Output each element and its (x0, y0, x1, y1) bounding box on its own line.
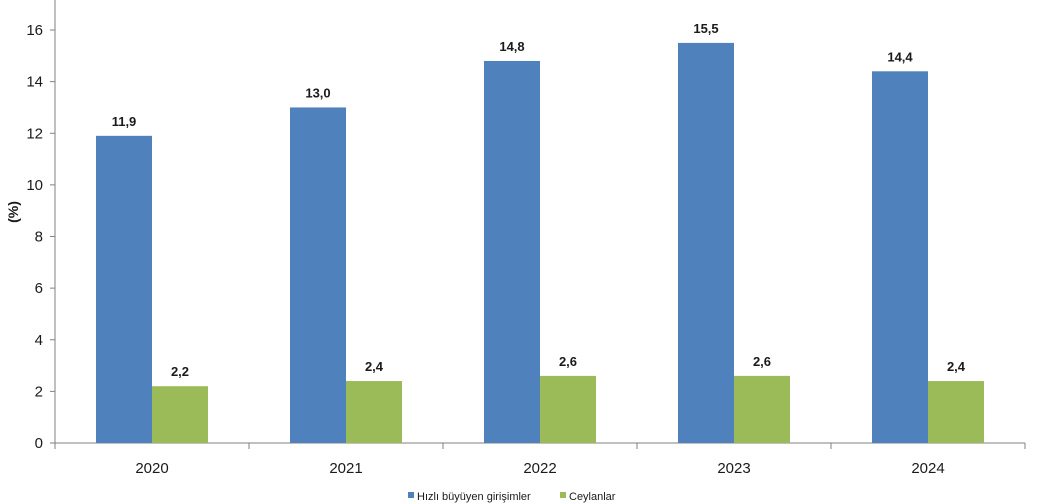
legend-label: Hızlı büyüyen girişimler (417, 491, 531, 503)
data-label: 2,6 (559, 354, 577, 369)
data-label: 2,4 (947, 359, 966, 374)
data-label: 11,9 (112, 114, 137, 129)
data-label: 2,4 (365, 359, 384, 374)
bar (928, 381, 984, 443)
y-tick-label: 2 (35, 383, 43, 400)
bar (290, 107, 346, 443)
bar (872, 71, 928, 444)
legend-label: Ceylanlar (569, 491, 616, 503)
legend-swatch (408, 492, 414, 498)
bar (484, 60, 540, 443)
y-tick-label: 6 (35, 280, 43, 297)
bar (152, 386, 208, 443)
bar (346, 381, 402, 443)
y-tick-label: 16 (26, 22, 43, 39)
data-label: 14,8 (499, 39, 524, 54)
data-label: 14,4 (887, 49, 913, 64)
bar (678, 42, 734, 443)
data-labels: 11,9 2,2 13,0 2,4 14,8 2,6 15,5 2,6 14,4 2,4 (112, 21, 966, 379)
x-tick-label: 2024 (911, 460, 944, 477)
x-tick-label: 2021 (329, 460, 362, 477)
x-tick-label: 2023 (717, 460, 750, 477)
y-tick-label: 8 (35, 229, 43, 246)
y-tick-label: 12 (26, 125, 43, 142)
y-tick-label: 0 (35, 435, 43, 452)
y-axis-label: (%) (5, 201, 21, 223)
y-tick-label: 14 (26, 74, 43, 91)
data-label: 2,2 (171, 364, 189, 379)
bar (96, 135, 152, 444)
axes: 0 2 4 6 8 10 12 14 16 2020 2021 2022 2023 2024 (26, 0, 1026, 477)
y-tick-label: 10 (26, 177, 43, 194)
x-tick-label: 2022 (523, 460, 556, 477)
y-tick-label: 4 (35, 332, 43, 349)
legend: Hızlı büyüyen girişimler Ceylanlar (408, 491, 616, 503)
data-label: 13,0 (305, 85, 330, 100)
legend-swatch (560, 492, 566, 498)
bar (734, 375, 790, 443)
x-tick-label: 2020 (135, 460, 168, 477)
bars (96, 42, 984, 444)
bar (540, 375, 596, 443)
data-label: 2,6 (753, 354, 771, 369)
data-label: 15,5 (693, 21, 718, 36)
